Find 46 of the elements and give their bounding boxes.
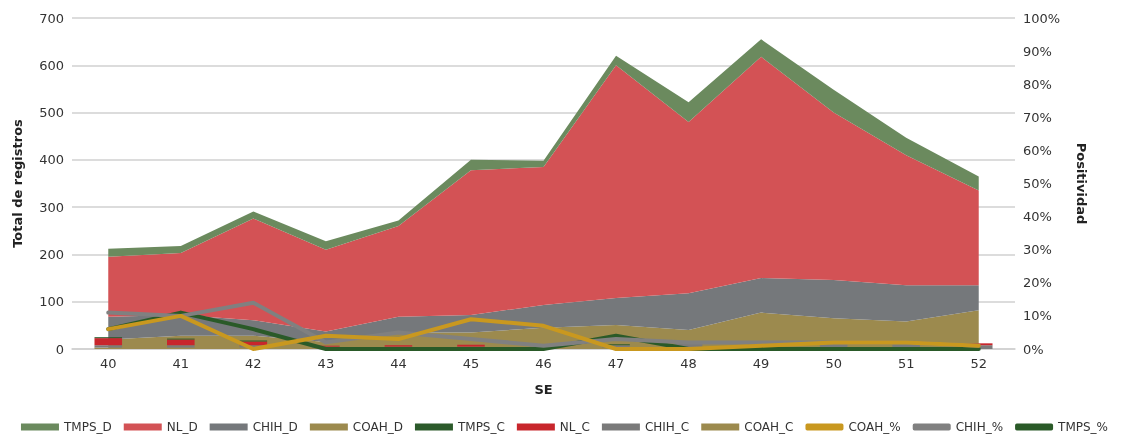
y-tick-label: 0 <box>55 341 64 357</box>
x-tick-label: 42 <box>245 356 262 371</box>
x-tick-label: 43 <box>317 356 335 371</box>
x-tick-label: 50 <box>825 356 842 371</box>
x-tick-label: 41 <box>172 356 190 371</box>
legend-label: TMPS_% <box>1057 420 1109 434</box>
y2-tick-label: 30% <box>1023 242 1052 258</box>
x-tick-label: 46 <box>535 356 552 371</box>
x-tick-label: 52 <box>970 356 987 371</box>
y2-tick-label: 50% <box>1023 176 1052 191</box>
x-tick-label: 48 <box>680 356 697 371</box>
x-tick-label: 51 <box>897 356 915 371</box>
y-tick-label: 300 <box>39 199 64 215</box>
x-axis-title: SE <box>534 382 553 397</box>
legend-label: CHIH_D <box>252 420 298 434</box>
y-tick-label: 700 <box>39 10 64 26</box>
legend-label: CHIH_C <box>644 420 690 434</box>
legend-label: COAH_% <box>848 420 901 434</box>
y-axis-title: Total de registros <box>10 118 25 248</box>
legend-label: COAH_C <box>744 420 794 434</box>
y-tick-label: 100 <box>39 294 64 310</box>
x-tick-label: 49 <box>752 356 770 371</box>
y2-tick-label: 20% <box>1023 275 1052 291</box>
legend-label: TMPS_C <box>456 420 505 434</box>
y2-axis-title: Positividad <box>1074 142 1089 225</box>
y-tick-label: 200 <box>39 246 64 262</box>
legend-label: TMPS_D <box>62 420 112 434</box>
y2-tick-label: 40% <box>1023 209 1052 225</box>
x-tick-label: 44 <box>390 356 407 371</box>
legend-label: COAH_D <box>352 420 403 434</box>
y-tick-label: 400 <box>39 152 64 168</box>
y2-tick-label: 10% <box>1023 308 1052 324</box>
x-tick-label: 47 <box>607 356 625 371</box>
y2-tick-label: 80% <box>1023 76 1052 92</box>
y2-tick-label: 70% <box>1023 109 1052 125</box>
y2-tick-label: 90% <box>1023 43 1052 59</box>
legend-label: CHIH_% <box>955 420 1004 434</box>
legend-label: NL_C <box>559 420 590 434</box>
x-tick-label: 40 <box>100 356 117 371</box>
y-tick-label: 600 <box>39 57 64 73</box>
y-tick-label: 500 <box>39 105 64 121</box>
y2-tick-label: 0% <box>1023 341 1044 357</box>
x-tick-label: 45 <box>462 356 480 371</box>
y2-tick-label: 100% <box>1023 10 1061 26</box>
legend-label: NL_D <box>166 420 198 434</box>
y2-tick-label: 60% <box>1023 142 1052 158</box>
